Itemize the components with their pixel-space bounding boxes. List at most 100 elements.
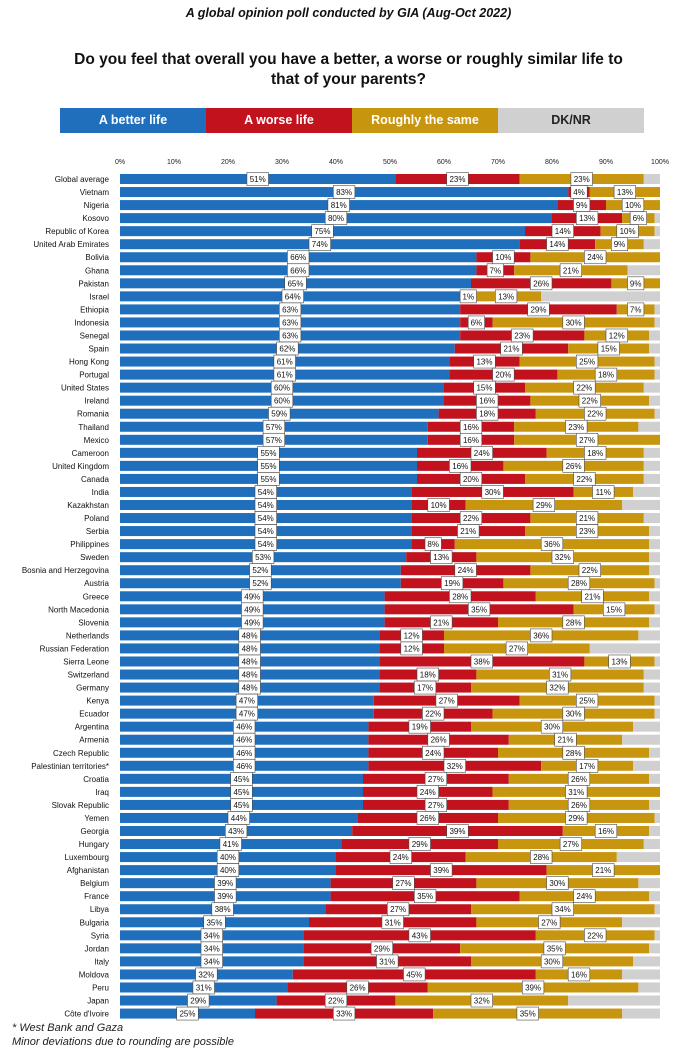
value-label-better: 46% [236,749,252,758]
value-label-same: 22% [576,475,592,484]
value-label-same: 11% [596,488,611,497]
value-label-worse: 13% [476,358,492,367]
bar-segment-dk [649,747,660,758]
category-label: Republic of Korea [45,227,109,236]
category-label: Syria [91,931,110,940]
value-label-worse: 43% [412,931,428,940]
category-label: Germany [76,684,109,693]
value-label-worse: 27% [390,905,406,914]
value-label-box [246,172,269,186]
category-label: Kenya [86,697,109,706]
value-label-box [597,341,620,356]
value-label-same: 24% [576,892,592,901]
value-label-box [546,680,569,695]
value-label-box [430,550,453,564]
value-label-worse: 22% [425,710,441,719]
bar-segment-dk [649,799,660,810]
value-label-better: 38% [215,905,231,914]
bar-segment-dk [643,447,660,458]
value-label-same: 34% [555,905,571,914]
bar-segment-dk [633,956,660,967]
value-label-better: 54% [258,514,274,523]
value-label-better: 54% [258,540,274,549]
value-label-same: 18% [598,371,614,380]
value-label-box [546,237,569,251]
value-label-box [610,237,628,251]
bar-segment-dk [649,330,660,341]
value-label-better: 39% [217,892,233,901]
value-label-box [470,993,493,1008]
value-label-worse: 19% [444,579,460,588]
category-label: Thailand [78,423,109,432]
category-label: North Macedonia [48,605,109,614]
x-tick-label: 70% [491,159,505,166]
value-label-same: 15% [601,345,617,354]
bar-segment-dk [616,852,660,863]
bar-segment-dk [654,708,660,719]
value-label-worse: 32% [447,762,463,771]
value-label-worse: 12% [404,631,420,640]
value-label-box [176,1006,199,1021]
value-label-better: 55% [260,475,276,484]
value-label-worse: 19% [412,723,428,732]
category-label: Canada [81,475,110,484]
value-label-same: 28% [571,579,587,588]
value-label-same: 21% [584,592,600,601]
value-label-worse: 35% [417,892,433,901]
value-label-worse: 9% [576,201,588,210]
category-label: Cameroon [72,449,109,458]
x-tick-label: 10% [167,159,181,166]
value-label-worse: 27% [428,775,444,784]
category-label: Ghana [85,266,110,275]
category-label: Peru [92,983,109,992]
value-label-box [492,367,515,382]
value-label-box [573,889,596,904]
value-label-box [459,289,477,304]
value-label-worse: 27% [395,879,411,888]
category-label: Iraq [95,788,109,797]
value-label-better: 54% [258,527,274,536]
value-label-box [470,446,493,460]
value-label-same: 21% [557,736,573,745]
value-label-worse: 22% [328,997,344,1006]
value-label-worse: 16% [463,436,479,445]
value-label-same: 31% [568,788,584,797]
category-label: Afghanistan [67,866,109,875]
value-label-same: 21% [579,514,595,523]
bar-segment-dk [643,473,660,484]
category-label: Vietnam [80,188,110,197]
bar-segment-dk [633,486,660,497]
value-label-better: 55% [260,449,276,458]
bar-segment-dk [622,917,660,928]
value-label-same: 6% [633,214,645,223]
legend: A better life A worse life Roughly the s… [60,108,644,133]
value-label-same: 25% [579,358,595,367]
value-label-same: 32% [474,997,490,1006]
value-label-same: 32% [555,553,571,562]
value-label-worse: 20% [495,371,511,380]
value-label-better: 64% [285,292,301,301]
category-label: Palestinian territories* [31,762,109,771]
bar-segment-dk [638,878,660,889]
value-label-box [400,641,423,656]
value-label-box [446,824,469,838]
value-label-better: 57% [266,423,282,432]
value-label-box [470,654,493,669]
category-label: Switzerland [68,671,109,680]
value-label-box [584,446,607,460]
value-label-box [584,928,607,943]
value-label-box [530,850,553,864]
value-label-box [559,837,582,851]
value-label-same: 27% [563,840,579,849]
value-label-better: 41% [223,840,239,849]
value-label-better: 74% [312,240,328,249]
bar-segment-dk [654,369,660,380]
bar-segment-dk [568,995,660,1006]
category-label: Czech Republic [53,749,109,758]
value-label-better: 52% [252,579,268,588]
value-label-box [551,550,574,564]
value-label-worse: 7% [490,266,502,275]
value-label-worse: 13% [579,214,595,223]
value-label-same: 16% [598,827,614,836]
